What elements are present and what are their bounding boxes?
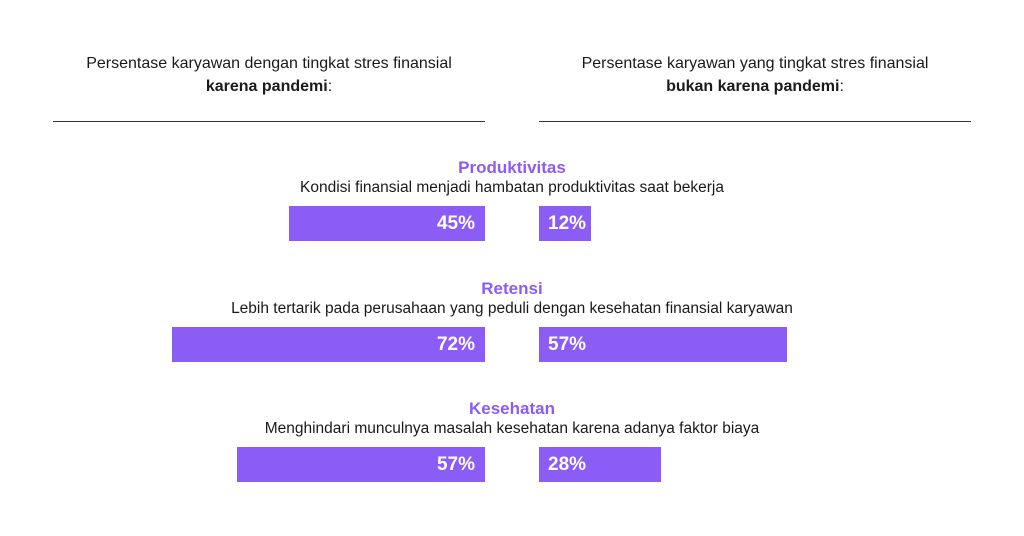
right-header-text: Persentase karyawan yang tingkat stres f… [581,55,929,72]
right-header-bold: bukan karena pandemi [666,78,840,95]
left-header-suffix: : [327,78,333,95]
category-title: Produktivitas [458,158,566,177]
bar-non-pandemic: 28% [539,447,661,482]
left-header-text: Persentase karyawan dengan tingkat stres… [86,55,452,72]
category-title: Retensi [481,279,543,298]
right-divider [539,121,971,122]
left-column-header: Persentase karyawan dengan tingkat stres… [53,52,485,98]
right-column-header: Persentase karyawan yang tingkat stres f… [539,52,971,98]
category-title: Kesehatan [469,399,555,418]
right-header-suffix: : [839,78,844,95]
bar-pandemic: 45% [289,206,485,241]
bar-non-pandemic: 12% [539,206,591,241]
left-header-bold: karena pandemi [205,78,328,95]
bar-non-pandemic: 57% [539,327,787,362]
left-divider [53,121,485,122]
bar-pandemic: 72% [172,327,485,362]
category-description: Menghindari munculnya masalah kesehatan … [264,420,760,437]
category-description: Lebih tertarik pada perusahaan yang pedu… [231,300,793,317]
category-description: Kondisi finansial menjadi hambatan produ… [300,179,724,196]
bar-pandemic: 57% [237,447,485,482]
